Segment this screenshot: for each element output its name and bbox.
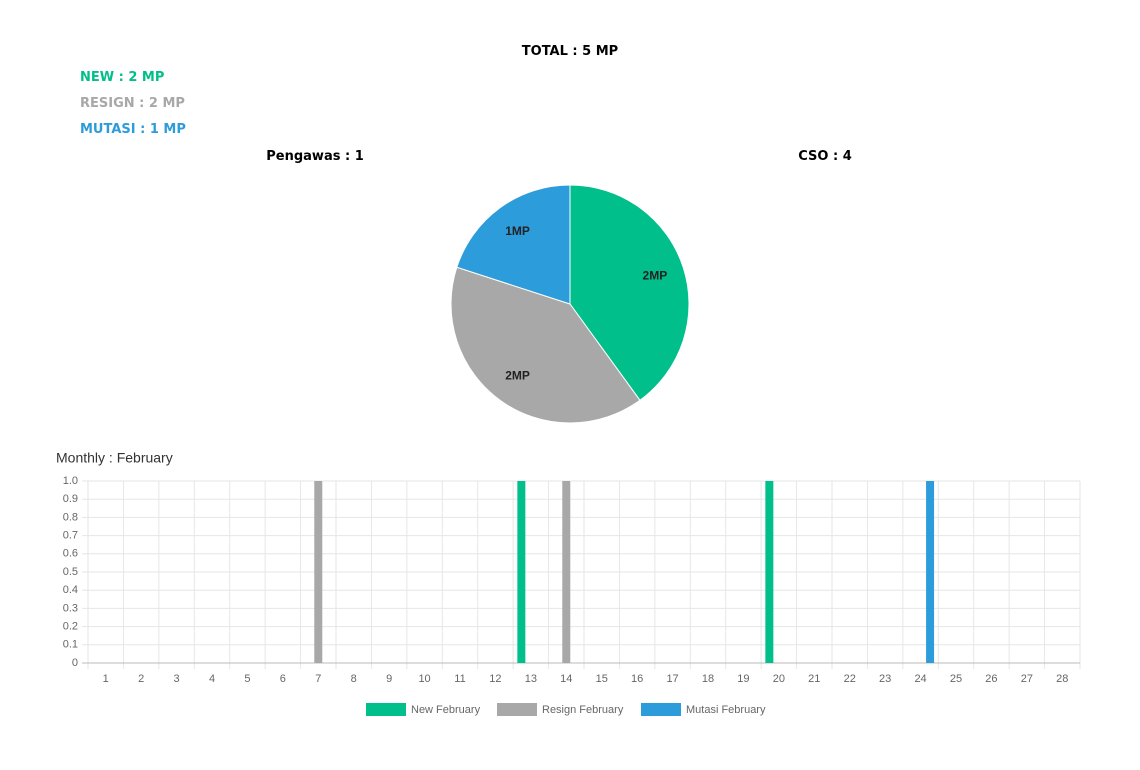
pie-slice	[569, 184, 690, 401]
x-tick-label: 11	[454, 673, 465, 685]
y-tick-label: 0.2	[63, 621, 78, 633]
bar	[314, 481, 323, 663]
chart-title: Monthly : February	[56, 450, 173, 466]
bar	[562, 481, 571, 663]
legend-swatch	[366, 703, 406, 716]
x-tick-label: 7	[315, 673, 321, 685]
x-tick-label: 6	[280, 673, 286, 685]
mutasi-label: MUTASI : 1 MP	[80, 122, 186, 137]
new-label: NEW : 2 MP	[80, 70, 165, 85]
slice-label: 1MP	[505, 224, 530, 238]
x-tick-label: 2	[138, 673, 144, 685]
y-tick-label: 0.1	[63, 639, 78, 651]
legend-swatch	[641, 703, 681, 716]
slice-label: 2MP	[505, 368, 530, 382]
cso-label: CSO : 4	[798, 149, 852, 164]
x-tick-label: 24	[914, 673, 926, 685]
x-tick-label: 26	[985, 673, 997, 685]
x-tick-label: 1	[103, 673, 109, 685]
x-tick-label: 14	[560, 673, 572, 685]
x-tick-label: 25	[950, 673, 962, 685]
x-tick-label: 28	[1056, 673, 1068, 685]
x-tick-label: 15	[596, 673, 608, 685]
bar	[517, 481, 526, 663]
x-tick-label: 23	[879, 673, 891, 685]
y-tick-label: 0	[72, 657, 78, 669]
x-tick-label: 3	[174, 673, 180, 685]
x-tick-label: 19	[737, 673, 749, 685]
x-tick-label: 13	[525, 673, 537, 685]
x-tick-label: 9	[386, 673, 392, 685]
y-tick-label: 0.5	[63, 566, 78, 578]
y-tick-label: 0.3	[63, 602, 78, 614]
total-label: TOTAL : 5 MP	[521, 44, 619, 59]
y-tick-label: 0.7	[63, 530, 78, 542]
y-tick-label: 0.4	[63, 584, 78, 596]
x-tick-label: 21	[808, 673, 820, 685]
y-tick-label: 1.0	[63, 475, 78, 487]
x-tick-label: 4	[209, 673, 215, 685]
x-tick-label: 18	[702, 673, 714, 685]
legend-swatch	[497, 703, 537, 716]
x-tick-label: 17	[666, 673, 678, 685]
pie-slice	[456, 184, 571, 305]
bar	[926, 481, 935, 663]
legend-label: Resign February	[542, 704, 624, 716]
x-tick-label: 22	[844, 673, 856, 685]
legend-label: New February	[411, 704, 481, 716]
y-tick-label: 0.8	[63, 511, 78, 523]
bar	[765, 481, 774, 663]
x-tick-label: 20	[773, 673, 785, 685]
x-tick-label: 8	[351, 673, 357, 685]
legend-label: Mutasi February	[686, 704, 766, 716]
x-tick-label: 16	[631, 673, 643, 685]
x-tick-label: 5	[244, 673, 250, 685]
slice-label: 2MP	[643, 269, 668, 283]
pengawas-label: Pengawas : 1	[266, 149, 364, 164]
y-tick-label: 0.9	[63, 493, 78, 505]
resign-label: RESIGN : 2 MP	[80, 96, 185, 111]
x-tick-label: 10	[418, 673, 430, 685]
y-tick-label: 0.6	[63, 548, 78, 560]
x-tick-label: 27	[1021, 673, 1033, 685]
x-tick-label: 12	[489, 673, 501, 685]
pie-slice	[450, 266, 641, 424]
